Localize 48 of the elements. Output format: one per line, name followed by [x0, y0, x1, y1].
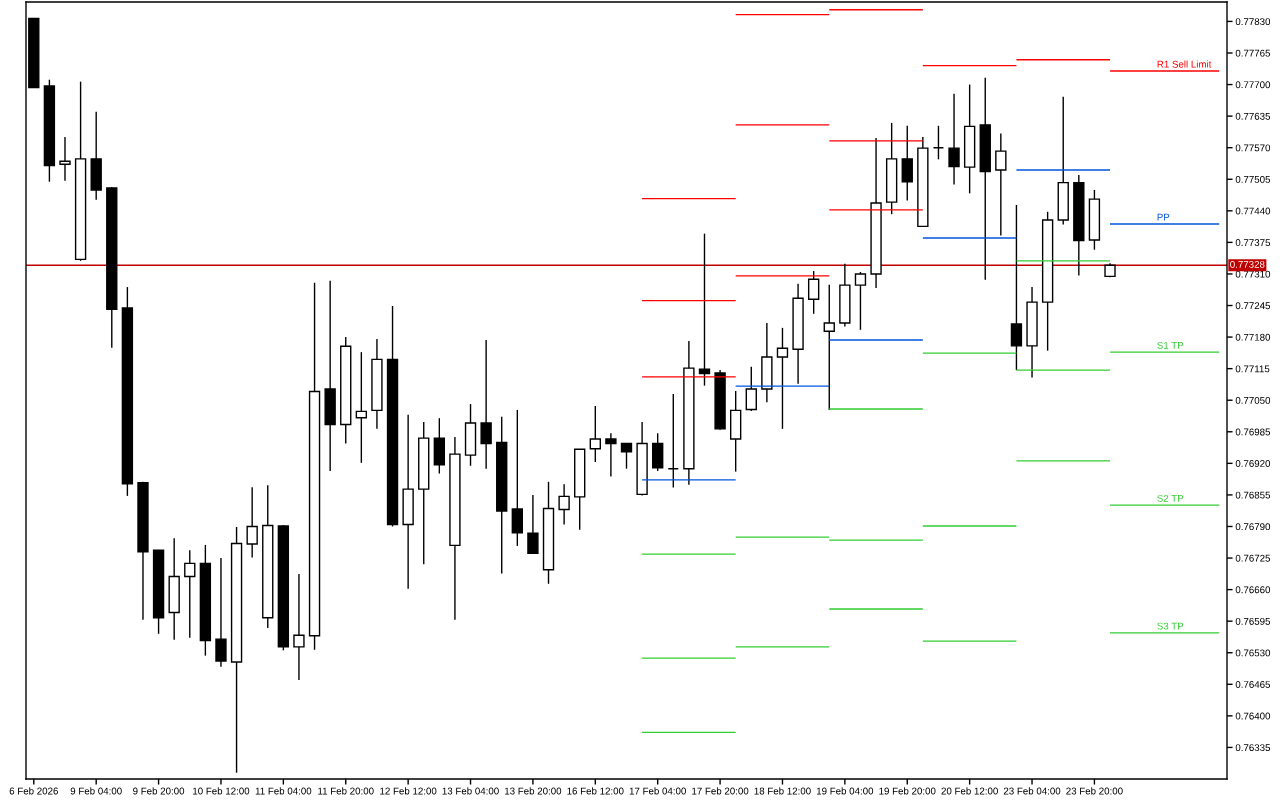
x-tick-label: 10 Feb 12:00 — [193, 787, 250, 795]
y-tick-label: 0.76790 — [1235, 523, 1271, 531]
x-tick-label: 17 Feb 20:00 — [692, 787, 749, 795]
y-tick-label: 0.76660 — [1235, 586, 1271, 594]
x-tick-label: 17 Feb 04:00 — [629, 787, 686, 795]
series-label: S2 TP — [1157, 494, 1184, 502]
y-tick-label: 0.76725 — [1235, 554, 1271, 562]
y-tick-label: 0.77570 — [1235, 144, 1271, 152]
y-tick-label: 0.77375 — [1235, 239, 1271, 246]
y-tick-label: 0.76335 — [1235, 744, 1271, 752]
series-label: S1 TP — [1157, 341, 1184, 349]
x-tick-label: 11 Feb 04:00 — [255, 787, 312, 795]
y-tick-label: 0.76465 — [1235, 681, 1271, 688]
y-tick-label: 0.77505 — [1235, 175, 1271, 183]
y-tick-label: 0.77180 — [1235, 333, 1271, 341]
x-tick-label: 12 Feb 12:00 — [380, 787, 437, 795]
y-tick-label: 0.76400 — [1235, 712, 1271, 720]
x-tick-label: 9 Feb 20:00 — [133, 787, 185, 795]
y-tick-label: 0.76855 — [1235, 491, 1271, 499]
ref-line-label: 0.77328 — [1230, 260, 1265, 268]
x-tick-label: 13 Feb 20:00 — [505, 787, 562, 795]
y-tick-label: 0.76985 — [1235, 428, 1271, 436]
x-tick-label: 6 Feb 2026 — [9, 787, 58, 795]
y-tick-label: 0.77765 — [1235, 49, 1271, 57]
series-label: R1 Sell Limit — [1157, 60, 1212, 68]
y-tick-label: 0.76920 — [1235, 460, 1271, 467]
x-tick-label: 18 Feb 12:00 — [754, 787, 811, 795]
y-tick-label: 0.76530 — [1235, 649, 1271, 657]
y-tick-label: 0.77700 — [1235, 81, 1271, 89]
x-tick-label: 23 Feb 20:00 — [1066, 787, 1123, 795]
x-tick-label: 16 Feb 12:00 — [567, 787, 624, 795]
y-tick-label: 0.77245 — [1235, 302, 1271, 310]
x-tick-label: 23 Feb 04:00 — [1003, 787, 1061, 795]
series-label: S3 TP — [1157, 622, 1184, 630]
y-tick-label: 0.77440 — [1235, 207, 1271, 215]
y-tick-label: 0.77635 — [1235, 112, 1271, 120]
series-label: PP — [1157, 213, 1170, 221]
x-tick-label: 9 Feb 04:00 — [70, 787, 122, 795]
y-tick-label: 0.77830 — [1235, 18, 1271, 26]
x-tick-label: 20 Feb 12:00 — [941, 787, 998, 795]
y-tick-label: 0.76595 — [1235, 617, 1271, 625]
x-tick-label: 19 Feb 04:00 — [816, 787, 874, 795]
y-tick-label: 0.77310 — [1235, 270, 1271, 278]
x-tick-label: 19 Feb 20:00 — [879, 787, 936, 795]
x-tick-label: 13 Feb 04:00 — [442, 787, 499, 795]
y-tick-label: 0.77050 — [1235, 396, 1271, 404]
y-tick-label: 0.77115 — [1235, 365, 1270, 373]
x-tick-label: 11 Feb 20:00 — [318, 787, 374, 795]
